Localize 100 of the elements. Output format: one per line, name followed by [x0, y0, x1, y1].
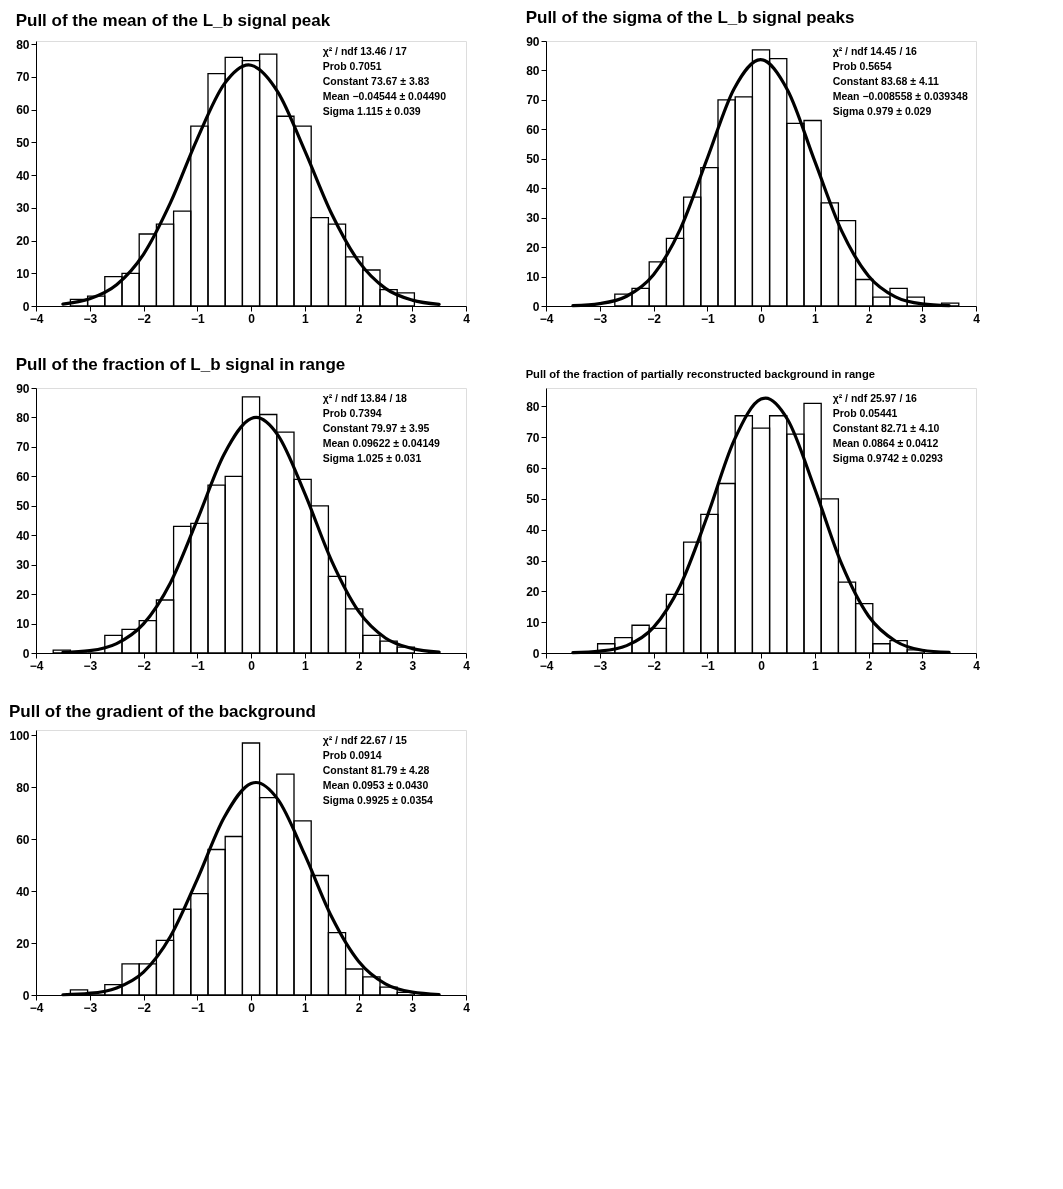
- y-tick-label: 30: [16, 558, 30, 573]
- y-tick-label: 70: [16, 440, 30, 455]
- annotation: Sigma 1.115 ± 0.039: [322, 104, 421, 117]
- annotation: Prob 0.05441: [832, 406, 898, 419]
- x-tick-label: 3: [409, 1000, 417, 1015]
- annotation: χ² / ndf 25.97 / 16: [832, 391, 918, 404]
- x-tick-label: −1: [190, 1000, 205, 1015]
- annotation: Constant 81.79 ± 4.28: [322, 763, 430, 776]
- y-tick-label: 20: [16, 936, 30, 951]
- x-tick-label: 2: [355, 658, 363, 673]
- y-tick-label: 40: [16, 884, 30, 899]
- annotation: χ² / ndf 22.67 / 15: [322, 733, 408, 746]
- y-tick-label: 100: [9, 728, 30, 743]
- annotation: Sigma 0.9925 ± 0.0354: [322, 793, 434, 806]
- x-tick-label: 2: [865, 311, 873, 326]
- y-tick-label: 10: [16, 617, 30, 632]
- x-tick-label: 0: [248, 311, 256, 326]
- y-tick-label: 50: [526, 492, 540, 507]
- x-tick-label: 0: [758, 658, 766, 673]
- y-tick-label: 10: [526, 270, 540, 285]
- x-tick-label: 4: [973, 311, 981, 326]
- annotation: χ² / ndf 14.45 / 16: [832, 44, 918, 57]
- y-tick-label: 50: [526, 152, 540, 167]
- y-tick-label: 70: [16, 70, 30, 85]
- x-tick-label: −1: [700, 311, 715, 326]
- y-tick-label: 30: [16, 201, 30, 216]
- x-tick-label: 4: [973, 658, 981, 673]
- x-tick-label: −3: [83, 658, 98, 673]
- y-tick-label: 50: [16, 499, 30, 514]
- y-tick-label: 0: [532, 299, 540, 314]
- y-tick-label: 30: [526, 554, 540, 569]
- annotation: Constant 82.71 ± 4.10: [832, 421, 940, 434]
- x-tick-label: 3: [919, 311, 927, 326]
- chart-title: Pull of the fraction of L_b signal in range: [15, 355, 346, 374]
- chart-title: Pull of the gradient of the background: [8, 702, 316, 722]
- chart-title: Pull of the sigma of the L_b signal peaks: [525, 8, 855, 27]
- x-tick-label: 1: [811, 311, 819, 326]
- x-tick-label: 3: [409, 658, 417, 673]
- x-tick-label: −4: [539, 311, 554, 326]
- x-tick-label: −4: [29, 658, 44, 673]
- y-tick-label: 20: [16, 234, 30, 249]
- y-tick-label: 0: [22, 299, 30, 314]
- x-tick-label: −3: [83, 1000, 98, 1015]
- y-tick-label: 60: [16, 832, 30, 847]
- y-tick-label: 10: [526, 615, 540, 630]
- y-tick-label: 40: [16, 168, 30, 183]
- annotation: Prob 0.5654: [832, 59, 892, 72]
- annotation: Prob 0.7051: [322, 59, 382, 72]
- y-tick-label: 80: [526, 399, 540, 414]
- x-tick-label: 1: [301, 658, 309, 673]
- x-tick-label: 2: [355, 311, 363, 326]
- y-tick-label: 80: [16, 37, 30, 52]
- x-tick-label: 3: [409, 311, 417, 326]
- x-tick-label: 0: [758, 311, 766, 326]
- x-tick-label: −2: [137, 1000, 152, 1015]
- x-tick-label: −1: [190, 311, 205, 326]
- annotation: Constant 73.67 ± 3.83: [322, 74, 430, 87]
- annotation: Mean −0.008558 ± 0.039348: [832, 89, 968, 102]
- x-tick-label: 1: [811, 658, 819, 673]
- y-tick-label: 80: [16, 410, 30, 425]
- x-tick-label: −3: [593, 658, 608, 673]
- y-tick-label: 40: [526, 523, 540, 538]
- annotation: Constant 79.97 ± 3.95: [322, 421, 430, 434]
- x-tick-label: 0: [248, 658, 256, 673]
- y-tick-label: 10: [16, 266, 30, 281]
- x-tick-label: −1: [190, 658, 205, 673]
- x-tick-label: −2: [137, 658, 152, 673]
- y-tick-label: 60: [16, 469, 30, 484]
- annotation: Mean 0.0864 ± 0.0412: [832, 436, 939, 449]
- annotation: Prob 0.0914: [322, 748, 382, 761]
- annotation: χ² / ndf 13.84 / 18: [322, 391, 408, 404]
- x-tick-label: −2: [137, 311, 152, 326]
- y-tick-label: 0: [22, 646, 30, 661]
- y-tick-label: 80: [16, 780, 30, 795]
- annotation: Mean 0.0953 ± 0.0430: [322, 778, 429, 791]
- x-tick-label: 2: [865, 658, 873, 673]
- y-tick-label: 0: [22, 988, 30, 1003]
- x-tick-label: −4: [539, 658, 554, 673]
- y-tick-label: 30: [526, 211, 540, 226]
- x-tick-label: 2: [355, 1000, 363, 1015]
- x-tick-label: 1: [301, 1000, 309, 1015]
- y-tick-label: 70: [526, 430, 540, 445]
- y-tick-label: 70: [526, 93, 540, 108]
- annotation: Constant 83.68 ± 4.11: [832, 74, 939, 87]
- y-tick-label: 20: [526, 584, 540, 599]
- y-tick-label: 40: [16, 528, 30, 543]
- x-tick-label: 4: [463, 658, 471, 673]
- y-tick-label: 50: [16, 135, 30, 150]
- x-tick-label: 4: [463, 1000, 471, 1015]
- chart-title: Pull of the fraction of partially reconstructed background in range: [525, 367, 876, 380]
- y-tick-label: 20: [16, 587, 30, 602]
- annotation: Mean 0.09622 ± 0.04149: [322, 436, 441, 449]
- annotation: Sigma 0.979 ± 0.029: [832, 104, 932, 117]
- x-tick-label: 4: [463, 311, 471, 326]
- x-tick-label: −4: [29, 1000, 44, 1015]
- y-tick-label: 80: [526, 63, 540, 78]
- x-tick-label: 1: [301, 311, 309, 326]
- x-tick-label: 3: [919, 658, 927, 673]
- x-tick-label: −2: [647, 311, 662, 326]
- y-tick-label: 90: [526, 34, 540, 49]
